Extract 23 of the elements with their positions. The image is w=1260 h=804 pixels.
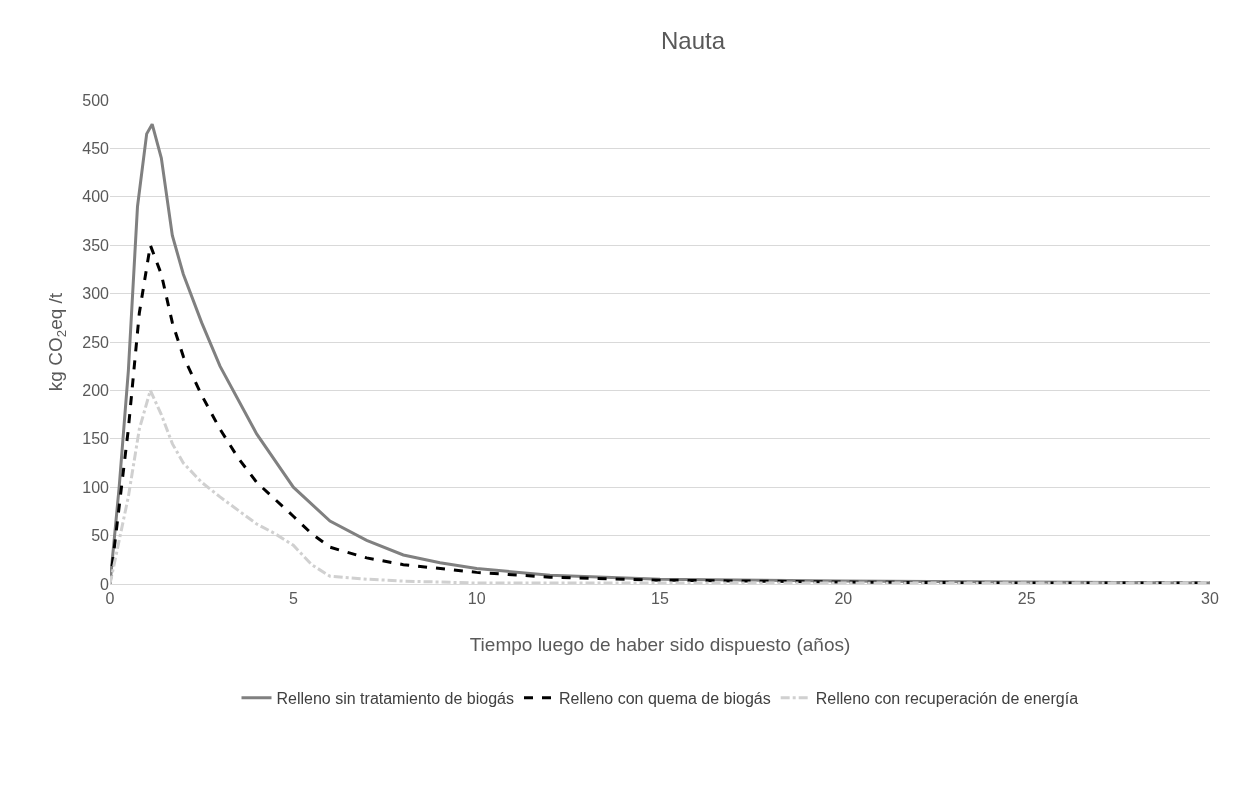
y-tick-label: 50 <box>91 527 110 545</box>
y-tick-label: 150 <box>82 430 110 448</box>
x-tick-label: 30 <box>1201 590 1219 608</box>
legend-label: Relleno con recuperación de energía <box>815 689 1079 707</box>
x-tick-label: 5 <box>288 590 298 608</box>
x-tick-label: 20 <box>834 590 853 608</box>
y-tick-label: 500 <box>82 91 110 109</box>
x-tick-label: 25 <box>1017 590 1036 608</box>
y-tick-label: 350 <box>82 236 110 254</box>
y-tick-label: 100 <box>82 478 110 496</box>
legend-label: Relleno sin tratamiento de biogás <box>276 689 514 707</box>
x-tick-label: 10 <box>467 590 486 608</box>
y-tick-label: 200 <box>82 382 110 399</box>
y-tick-label: 450 <box>82 140 110 157</box>
y-tick-label: 250 <box>82 333 110 351</box>
y-tick-label: 300 <box>82 285 110 303</box>
y-tick-label: 0 <box>100 575 110 593</box>
line-series <box>110 388 1210 584</box>
x-tick-label: 15 <box>651 590 669 608</box>
x-axis-title: Tiempo luego de haber sido dispuesto (años) <box>469 634 851 655</box>
legend-label: Relleno con quema de biogás <box>558 689 771 707</box>
chart-title: Nauta <box>660 26 726 54</box>
y-tick-label: 400 <box>82 188 110 206</box>
